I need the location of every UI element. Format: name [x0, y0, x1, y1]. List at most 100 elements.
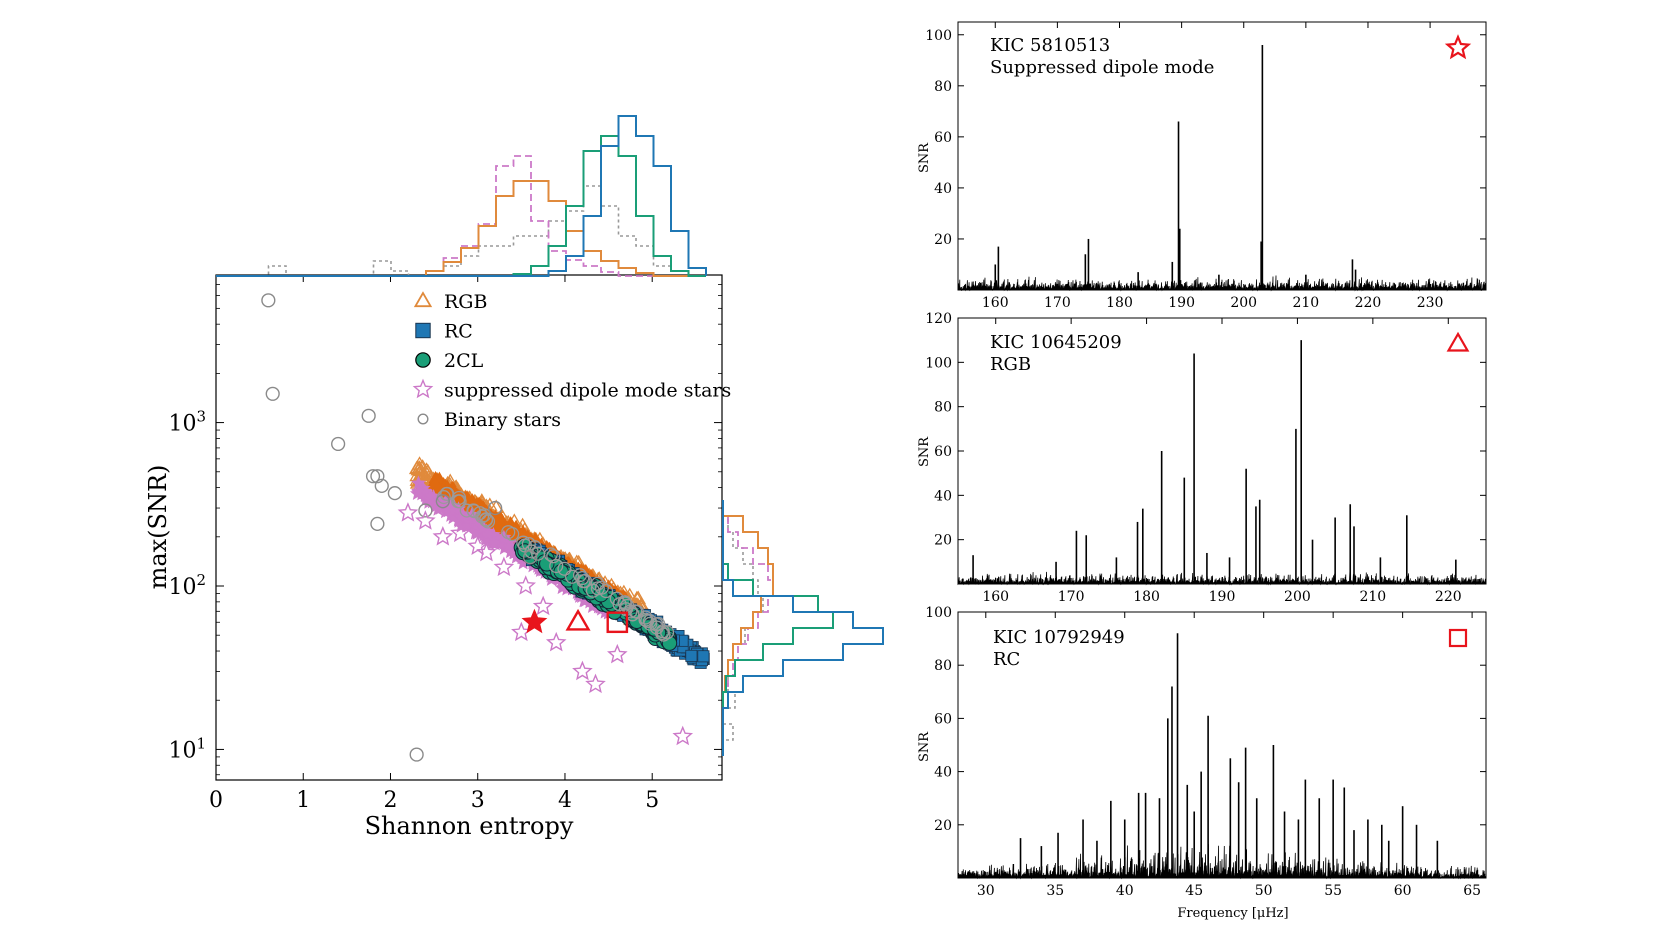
x-tick-label: 4 — [558, 788, 572, 813]
spectrum-x-tick-label: 30 — [977, 883, 995, 899]
highlight-square-marker — [606, 611, 629, 634]
spectrum-3-subtitle: RC — [993, 649, 1020, 670]
dipole-cloud-point — [501, 538, 516, 553]
spectrum-y-tick-label: 100 — [925, 355, 952, 371]
spectrum-y-tick-label: 100 — [925, 28, 952, 44]
binary-cloud-point — [585, 583, 600, 598]
rc-point — [697, 650, 710, 663]
highlight-markers — [521, 608, 629, 634]
right-hist-rc — [722, 500, 884, 756]
spectrum-x-tick-label: 170 — [1058, 589, 1085, 605]
y-tick-base: 10 — [168, 412, 196, 437]
legend-marker-star — [412, 378, 434, 399]
binary-cloud-point — [543, 547, 558, 562]
binary-cloud-point — [466, 503, 481, 518]
binary-cloud-point — [594, 580, 609, 595]
spectrum-2-title: KIC 10645209 — [990, 332, 1122, 353]
binary-cloud-point — [617, 596, 632, 611]
binary-cloud-point — [479, 512, 494, 528]
dipole-point — [397, 502, 419, 522]
spectrum-y-tick-label: 120 — [925, 311, 952, 327]
dipole-point — [432, 525, 454, 546]
legend-label: 2CL — [444, 350, 484, 372]
x-tick-label: 5 — [645, 788, 659, 813]
scatter-y-label: max(SNR) — [144, 465, 172, 590]
spectrum-triangle-icon — [1446, 331, 1470, 352]
spectrum-x-tick-label: 190 — [1168, 295, 1195, 311]
binary-point — [370, 516, 385, 531]
dipole-point — [585, 673, 606, 694]
rgb-point — [418, 470, 435, 484]
dipole-cloud-point — [452, 509, 468, 524]
spectrum-x-tick-label: 200 — [1284, 589, 1311, 605]
spectrum-x-tick-label: 220 — [1435, 589, 1462, 605]
spectrum-square-icon — [1448, 628, 1468, 648]
y-tick-exponent: 3 — [196, 408, 206, 426]
spectrum-y-tick-label: 60 — [934, 444, 952, 460]
rc-point — [685, 649, 698, 662]
binary-point — [265, 386, 280, 401]
spectrum-x-tick-label: 220 — [1355, 295, 1382, 311]
spectrum-y-tick-label: 60 — [934, 711, 952, 727]
y-tick-base: 10 — [168, 575, 196, 600]
binary-cloud-point — [660, 625, 675, 640]
dipole-cloud-point — [422, 488, 438, 503]
spectrum-x-tick-label: 210 — [1292, 295, 1319, 311]
x-tick-label: 1 — [296, 788, 310, 813]
legend-label: RC — [444, 321, 473, 343]
highlight-star-marker — [521, 608, 548, 634]
spectrum-1-title: KIC 5810513 — [990, 35, 1110, 56]
spectrum-x-tick-label: 45 — [1185, 883, 1203, 899]
binary-cloud-point — [516, 535, 531, 550]
binary-cloud-point — [640, 613, 655, 628]
legend-marker-circle-open — [417, 413, 429, 425]
legend-marker-square — [415, 322, 431, 339]
dipole-point — [449, 522, 471, 543]
dipole-point — [607, 643, 628, 664]
dipole-point — [672, 725, 694, 746]
spectrum-x-tick-label: 180 — [1106, 295, 1133, 311]
binary-cloud-point — [501, 525, 516, 540]
binary-cloud-point — [643, 616, 658, 631]
top-hist-binary — [216, 185, 706, 277]
binary-cloud-point — [452, 490, 467, 505]
rgb-point — [408, 460, 425, 475]
right-hist-2cl — [722, 500, 834, 756]
scatter-x-ticks: 0 1 2 3 4 5 — [209, 275, 659, 813]
y-tick-exponent: 2 — [196, 571, 206, 589]
spectrum-x-tick-label: 230 — [1417, 295, 1444, 311]
spectrum-x-tick-label: 190 — [1209, 589, 1236, 605]
y-tick-label: 102 — [168, 571, 206, 600]
spectrum-2-y-label: SNR — [917, 436, 932, 467]
binary-point — [361, 408, 376, 423]
spectrum-x-tick-label: 35 — [1046, 883, 1064, 899]
dipole-point — [572, 660, 593, 681]
highlight-triangle-marker — [565, 608, 591, 631]
y-tick-exponent: 1 — [196, 734, 206, 752]
binary-cloud-point — [546, 549, 561, 564]
spectrum-panel-3: KIC 10792949 RC SNR Frequency [μHz] 30 35… — [917, 605, 1487, 921]
spectrum-y-tick-label: 20 — [934, 533, 952, 549]
y-tick-label: 101 — [168, 734, 206, 763]
spectrum-y-tick-label: 80 — [934, 400, 952, 416]
x-tick-label: 3 — [471, 788, 485, 813]
binary-cloud-point — [549, 558, 564, 574]
spectrum-y-tick-label: 40 — [934, 181, 952, 197]
spectrum-y-tick-label: 60 — [934, 130, 952, 146]
right-hist-rgb — [722, 500, 774, 756]
binary-point — [331, 436, 346, 452]
legend-marker-circle-filled — [415, 352, 431, 368]
scatter-points — [261, 293, 710, 762]
spectrum-panel-1: KIC 5810513 Suppressed dipole mode SNR 1… — [917, 21, 1487, 311]
dipole-cloud-point — [411, 483, 426, 498]
legend-label: RGB — [444, 291, 487, 313]
binary-cloud-point — [609, 591, 624, 606]
spectrum-x-tick-label: 200 — [1230, 295, 1257, 311]
legend-label: Binary stars — [444, 409, 561, 431]
binary-cloud-point — [654, 626, 669, 641]
right-histogram — [722, 500, 884, 756]
spectrum-y-tick-label: 20 — [934, 818, 952, 834]
dipole-point — [415, 510, 436, 530]
spectrum-x-tick-label: 210 — [1359, 589, 1386, 605]
